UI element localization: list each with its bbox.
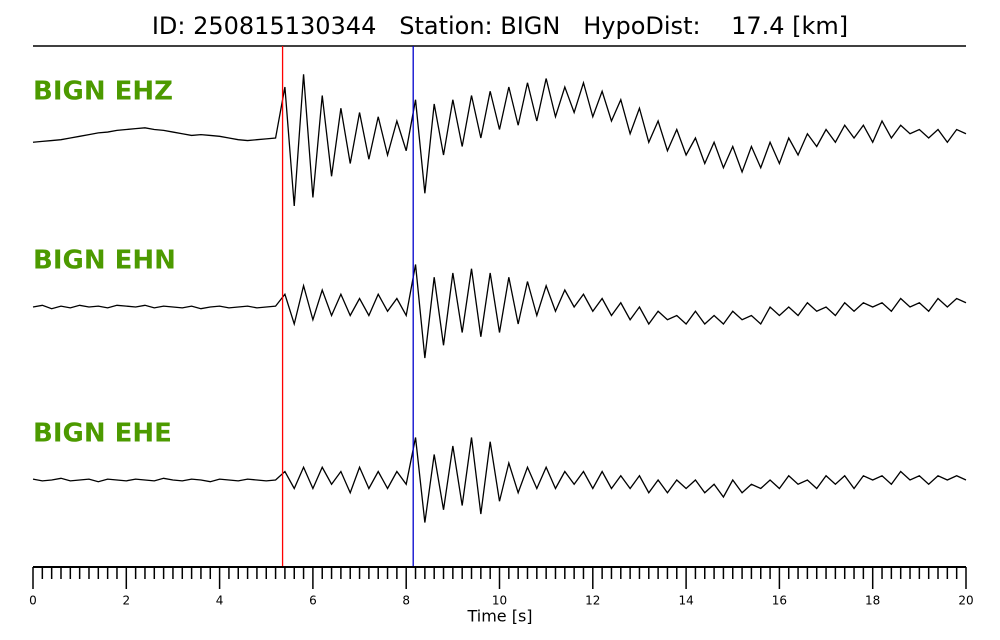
trace-label: BIGN EHN [33,246,176,276]
x-tick-label: 4 [216,594,224,608]
x-tick-label: 16 [772,594,787,608]
x-tick-label: 12 [585,594,600,608]
x-tick-label: 2 [122,594,130,608]
trace-label: BIGN EHZ [33,77,173,107]
x-tick-label: 6 [309,594,317,608]
x-axis-label: Time [s] [466,607,532,626]
x-tick-label: 10 [492,594,507,608]
x-tick-label: 8 [402,594,410,608]
waveform [32,437,967,523]
x-tick-label: 20 [958,594,973,608]
waveform [32,264,967,359]
waveform [32,74,967,207]
x-tick-label: 18 [865,594,880,608]
chart-title: ID: 250815130344 Station: BIGN HypoDist:… [152,12,848,40]
trace-label: BIGN EHE [33,419,172,449]
x-tick-label: 14 [678,594,693,608]
x-tick-label: 0 [29,594,37,608]
